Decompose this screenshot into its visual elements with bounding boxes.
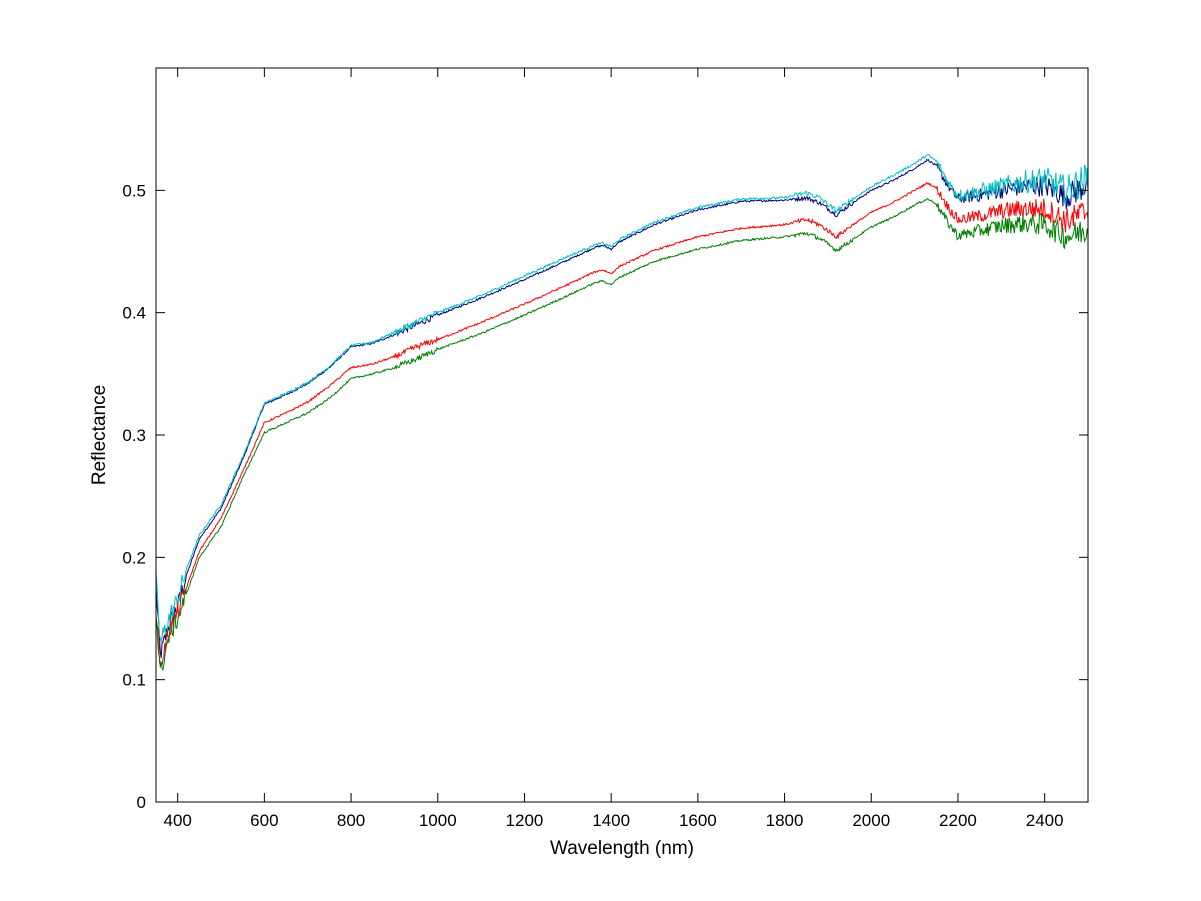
x-tick-label: 2200: [939, 811, 977, 830]
y-axis-title: Reflectance: [89, 385, 110, 485]
y-tick-label: 0: [137, 793, 146, 812]
y-tick-label: 0.1: [122, 671, 146, 690]
y-tick-label: 0.2: [122, 548, 146, 567]
x-axis-title: Wavelength (nm): [550, 838, 694, 859]
x-tick-label: 600: [250, 811, 278, 830]
x-tick-label: 1600: [679, 811, 717, 830]
y-tick-label: 0.5: [122, 181, 146, 200]
x-tick-label: 2400: [1026, 811, 1064, 830]
series-line-2: [155, 154, 1089, 642]
y-tick-label: 0.3: [122, 426, 146, 445]
x-tick-label: 1000: [419, 811, 457, 830]
series-layer: [155, 154, 1089, 672]
plot-area: [156, 68, 1088, 802]
x-tick-label: 1400: [592, 811, 630, 830]
x-tick-label: 1200: [506, 811, 544, 830]
x-tick-label: 2000: [852, 811, 890, 830]
x-tick-label: 800: [337, 811, 365, 830]
x-tick-label: 1800: [766, 811, 804, 830]
series-line-3: [155, 181, 1089, 666]
y-tick-label: 0.4: [122, 304, 146, 323]
x-tick-label: 400: [163, 811, 191, 830]
plot-frame: [155, 67, 1089, 803]
series-line-4: [155, 197, 1089, 672]
tick-layer: 400 600 800 1000 1200 1400 1600 1800 2000 2200 240…: [122, 68, 1088, 830]
